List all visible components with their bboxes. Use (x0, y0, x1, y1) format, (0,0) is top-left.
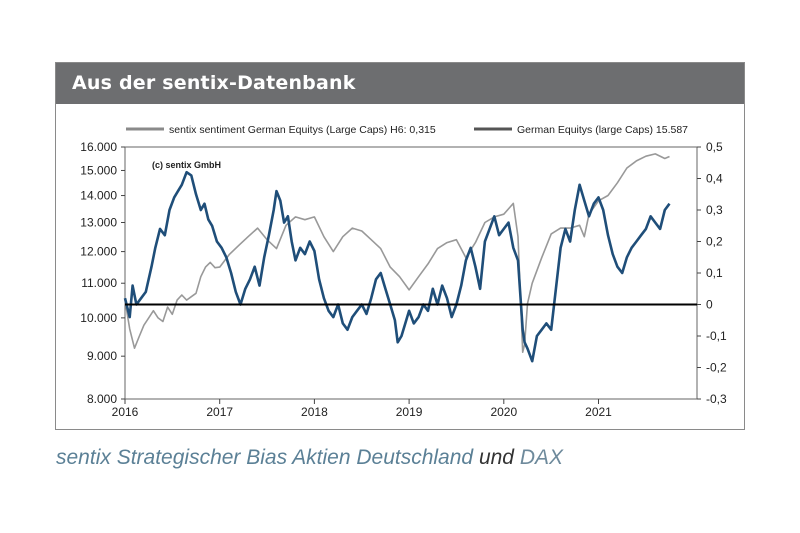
caption-dax: DAX (519, 446, 564, 469)
y-right-tick-label: 0,2 (706, 235, 723, 249)
y-right-tick-label: 0 (706, 298, 713, 312)
y-left-tick-label: 13.000 (80, 215, 117, 229)
chart-card: Aus der sentix-Datenbank 2016 2017 2018 201… (55, 62, 745, 430)
card-header: Aus der sentix-Datenbank (56, 63, 744, 104)
legend-label-dax: German Equitys (large Caps) 15.587 (517, 124, 688, 136)
plot-area (124, 146, 698, 400)
line-chart: 2016 2017 2018 2019 2020 2021 16.000 15.000 14.0… (80, 124, 727, 419)
legend-label-sentiment: sentix sentiment German Equitys (Large C… (169, 124, 436, 136)
y-right-tick-label: -0,2 (706, 361, 727, 375)
y-right-tick-label: -0,3 (706, 392, 727, 406)
y-right-tick-label: -0,1 (706, 329, 727, 343)
y-left-tick-label: 10.000 (80, 311, 117, 325)
watermark-text: (c) sentix GmbH (152, 160, 221, 170)
x-tick-label: 2019 (396, 405, 423, 419)
y-right-tick-label: 0,1 (706, 266, 723, 280)
caption: sentix Strategischer Bias Aktien Deutsch… (56, 446, 563, 470)
series-line-sentiment (123, 170, 671, 363)
y-left-tick-label: 15.000 (80, 163, 117, 177)
caption-main: sentix Strategischer Bias Aktien Deutsch… (56, 446, 474, 469)
y-left-tick-label: 11.000 (81, 276, 117, 290)
y-left-tick-label: 14.000 (80, 189, 117, 203)
y-left-tick-label: 16.000 (80, 140, 117, 154)
x-tick-label: 2017 (206, 405, 233, 419)
x-tick-label: 2018 (301, 405, 328, 419)
y-right-tick-label: 0,4 (706, 172, 723, 186)
x-tick-label: 2021 (585, 405, 612, 419)
x-tick-label: 2016 (112, 405, 139, 419)
series-line-dax (124, 153, 670, 353)
y-left-tick-label: 12.000 (80, 245, 117, 259)
y-right-tick-label: 0,5 (706, 140, 723, 154)
card-title: Aus der sentix-Datenbank (72, 72, 356, 94)
caption-und: und (478, 446, 514, 469)
y-left-tick-label: 9.000 (87, 349, 117, 363)
y-right-tick-label: 0,3 (706, 203, 723, 217)
x-tick-label: 2020 (490, 405, 517, 419)
y-left-tick-label: 8.000 (87, 392, 117, 406)
